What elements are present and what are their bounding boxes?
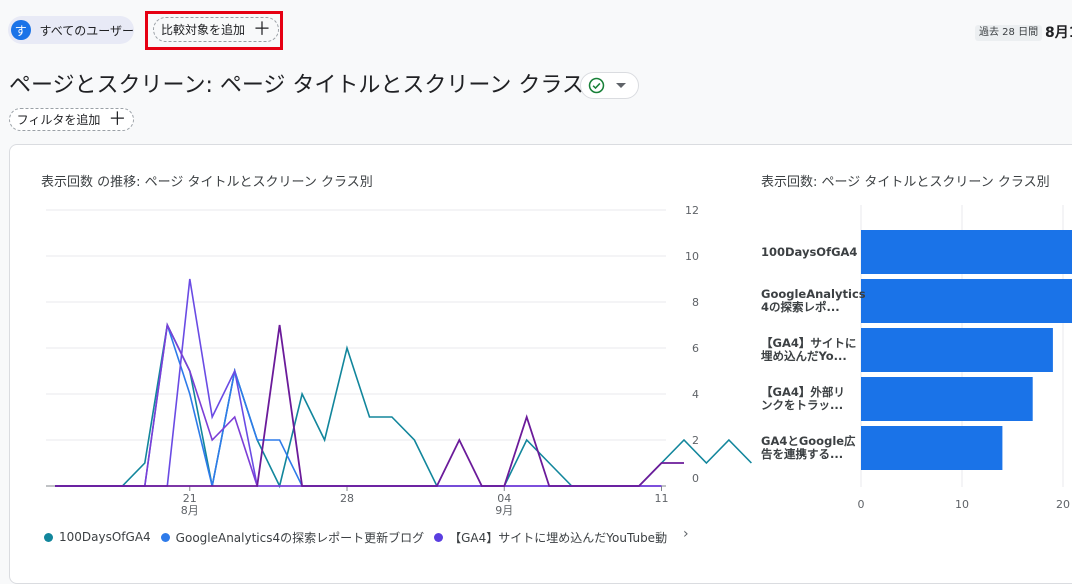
- legend-item[interactable]: GoogleAnalytics4の探索レポート更新ブログ: [160, 529, 425, 546]
- bar-x-tick-label: 10: [955, 498, 969, 511]
- bar-x-tick-label: 0: [858, 498, 865, 511]
- x-tick-sublabel: 9月: [495, 504, 513, 517]
- legend-next-button[interactable]: ›: [683, 526, 689, 542]
- y-tick-label: 2: [692, 434, 699, 447]
- bar-category-label: GoogleAnalytics 4の探索レポ...: [761, 287, 866, 314]
- bar-category-label: 100DaysOfGA4: [761, 244, 858, 259]
- line-chart-legend: 100DaysOfGA4 GoogleAnalytics4の探索レポート更新ブログ…: [44, 528, 670, 546]
- bar-chart: 0 10 20: [858, 205, 1072, 511]
- plus-icon: ＋: [253, 18, 271, 40]
- date-range-picker[interactable]: 8月1: [1045, 25, 1072, 41]
- y-tick-label: 8: [692, 296, 699, 309]
- add-comparison-button[interactable]: 比較対象を追加 ＋: [153, 17, 279, 42]
- chevron-down-icon: [616, 83, 626, 88]
- add-comparison-label: 比較対象を追加: [160, 23, 245, 37]
- report-status-dropdown[interactable]: [580, 72, 639, 99]
- top-bar: す すべてのユーザー 比較対象を追加 ＋ 過去 28 日間 8月1: [0, 0, 1072, 62]
- line-chart-title: 表示回数 の推移: ページ タイトルとスクリーン クラス別: [41, 175, 373, 190]
- legend-item[interactable]: 【GA4】サイトに埋め込んだYouTube動: [434, 529, 667, 546]
- legend-label: GoogleAnalytics4の探索レポート更新ブログ: [175, 530, 425, 545]
- segment-avatar: す: [11, 20, 31, 40]
- line-series-5[interactable]: [55, 324, 684, 487]
- bar-category-label: 【GA4】サイトに 埋め込んだYo...: [761, 336, 857, 363]
- legend-label: 100DaysOfGA4: [59, 530, 151, 544]
- add-filter-button[interactable]: フィルタを追加 ＋: [9, 108, 134, 131]
- y-tick-label: 10: [685, 250, 699, 263]
- check-circle-icon: [588, 77, 605, 94]
- bar-category-label: GA4とGoogle広 告を連携する...: [761, 434, 856, 461]
- x-tick-label: 28: [340, 492, 354, 505]
- x-tick-label: 21: [183, 492, 197, 505]
- bar[interactable]: [861, 279, 1072, 323]
- highlight-box: [145, 11, 283, 50]
- bar[interactable]: [861, 328, 1053, 372]
- x-tick-label: 04: [497, 492, 511, 505]
- y-tick-label: 12: [685, 204, 699, 217]
- date-range-badge: 過去 28 日間: [975, 25, 1043, 41]
- bar-category-label: 【GA4】外部リ ンクをトラッ...: [761, 385, 845, 412]
- plus-icon: ＋: [108, 108, 127, 130]
- y-tick-label: 6: [692, 342, 699, 355]
- y-tick-label: 4: [692, 388, 699, 401]
- segment-chip-all-users[interactable]: す すべてのユーザー: [8, 16, 134, 44]
- bar-chart-title: 表示回数: ページ タイトルとスクリーン クラス別: [761, 175, 1050, 190]
- y-tick-label: 0: [692, 472, 699, 485]
- segment-label: すべてのユーザー: [39, 23, 134, 38]
- bar[interactable]: [861, 377, 1033, 421]
- page-title: ページとスクリーン: ページ タイトルとスクリーン クラス: [9, 73, 584, 98]
- x-tick-label: 11: [655, 492, 669, 505]
- add-filter-label: フィルタを追加: [16, 113, 101, 127]
- legend-item[interactable]: 100DaysOfGA4: [44, 530, 151, 544]
- bar[interactable]: [861, 426, 1003, 470]
- legend-dot-icon: [44, 532, 53, 542]
- bar[interactable]: [861, 230, 1072, 274]
- legend-label: 【GA4】サイトに埋め込んだYouTube動: [449, 530, 668, 545]
- legend-dot-icon: [160, 532, 170, 542]
- legend-prev-button[interactable]: ‹: [657, 526, 663, 542]
- x-tick-sublabel: 8月: [181, 504, 199, 517]
- bar-x-tick-label: 20: [1056, 498, 1070, 511]
- legend-dot-icon: [434, 532, 444, 542]
